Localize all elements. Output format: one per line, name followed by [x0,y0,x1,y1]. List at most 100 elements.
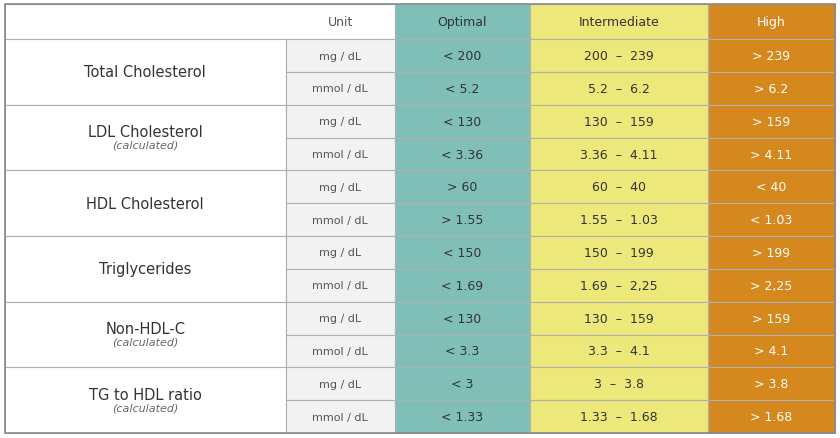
Bar [286,269,395,302]
Text: > 2,25: > 2,25 [750,279,793,292]
Text: (calculated): (calculated) [112,403,178,413]
Bar [286,237,395,269]
Bar [395,269,529,302]
Text: 1.69  –  2,25: 1.69 – 2,25 [580,279,658,292]
Text: > 4.1: > 4.1 [754,345,789,358]
Bar [395,138,529,171]
Bar [708,335,835,367]
Text: > 60: > 60 [447,181,477,194]
Text: < 3.3: < 3.3 [445,345,480,358]
Text: 150  –  199: 150 – 199 [584,247,654,259]
Text: mmol / dL: mmol / dL [312,84,368,94]
Bar [529,204,708,237]
Bar [529,171,708,204]
Text: LDL Cholesterol: LDL Cholesterol [88,125,202,140]
Text: < 130: < 130 [444,312,481,325]
Bar [286,106,395,138]
Text: mg / dL: mg / dL [319,379,361,389]
Text: < 1.33: < 1.33 [441,410,483,423]
Text: TG to HDL ratio: TG to HDL ratio [89,387,202,402]
Bar [708,171,835,204]
Bar [529,400,708,433]
Bar [5,237,286,302]
Text: < 40: < 40 [756,181,787,194]
Bar [708,302,835,335]
Text: mmol / dL: mmol / dL [312,412,368,422]
Text: 1.55  –  1.03: 1.55 – 1.03 [580,214,658,226]
Bar [286,204,395,237]
Text: > 159: > 159 [753,312,790,325]
Text: mg / dL: mg / dL [319,183,361,192]
Text: Total Cholesterol: Total Cholesterol [84,65,206,80]
Text: (calculated): (calculated) [112,141,178,151]
Text: Intermediate: Intermediate [579,16,659,29]
Bar [395,40,529,73]
Bar [286,400,395,433]
Bar [395,73,529,106]
Bar [5,302,286,367]
Bar [395,204,529,237]
Text: < 1.03: < 1.03 [750,214,793,226]
Bar [395,335,529,367]
Text: > 4.11: > 4.11 [750,148,793,161]
Bar [286,335,395,367]
Bar [529,269,708,302]
Text: 5.2  –  6.2: 5.2 – 6.2 [588,83,649,95]
Text: < 130: < 130 [444,116,481,128]
Text: > 1.68: > 1.68 [750,410,793,423]
Text: mg / dL: mg / dL [319,52,361,61]
Bar [529,335,708,367]
Text: > 1.55: > 1.55 [441,214,484,226]
Bar [395,367,529,400]
Text: Triglycerides: Triglycerides [99,262,192,277]
Bar [395,237,529,269]
Bar [5,106,286,171]
Text: < 150: < 150 [444,247,481,259]
Bar [286,171,395,204]
Text: mg / dL: mg / dL [319,248,361,258]
Text: 130  –  159: 130 – 159 [584,312,654,325]
Bar [5,171,286,237]
Bar [708,5,835,40]
Text: < 5.2: < 5.2 [445,83,480,95]
Bar [708,138,835,171]
Text: < 3.36: < 3.36 [441,148,483,161]
Bar [5,5,395,40]
Text: Unit: Unit [328,16,353,29]
Text: > 6.2: > 6.2 [754,83,789,95]
Bar [5,367,286,433]
Bar [395,106,529,138]
Bar [395,5,529,40]
Text: (calculated): (calculated) [112,337,178,347]
Text: 3  –  3.8: 3 – 3.8 [594,378,643,390]
Text: 3.3  –  4.1: 3.3 – 4.1 [588,345,649,358]
Bar [708,269,835,302]
Text: 1.33  –  1.68: 1.33 – 1.68 [580,410,658,423]
Bar [395,400,529,433]
Bar [529,40,708,73]
Text: Optimal: Optimal [438,16,487,29]
Text: mmol / dL: mmol / dL [312,281,368,291]
Bar [708,106,835,138]
Bar [286,138,395,171]
Text: mmol / dL: mmol / dL [312,150,368,160]
Text: > 3.8: > 3.8 [754,378,789,390]
Bar [708,367,835,400]
Bar [286,73,395,106]
Bar [529,302,708,335]
Bar [395,302,529,335]
Bar [708,237,835,269]
Text: mg / dL: mg / dL [319,314,361,323]
Text: 130  –  159: 130 – 159 [584,116,654,128]
Bar [529,73,708,106]
Bar [529,106,708,138]
Text: > 159: > 159 [753,116,790,128]
Text: > 239: > 239 [753,50,790,63]
Bar [708,40,835,73]
Bar [529,237,708,269]
Text: < 1.69: < 1.69 [441,279,483,292]
Bar [5,40,286,106]
Bar [708,400,835,433]
Text: < 200: < 200 [444,50,481,63]
Bar [708,204,835,237]
